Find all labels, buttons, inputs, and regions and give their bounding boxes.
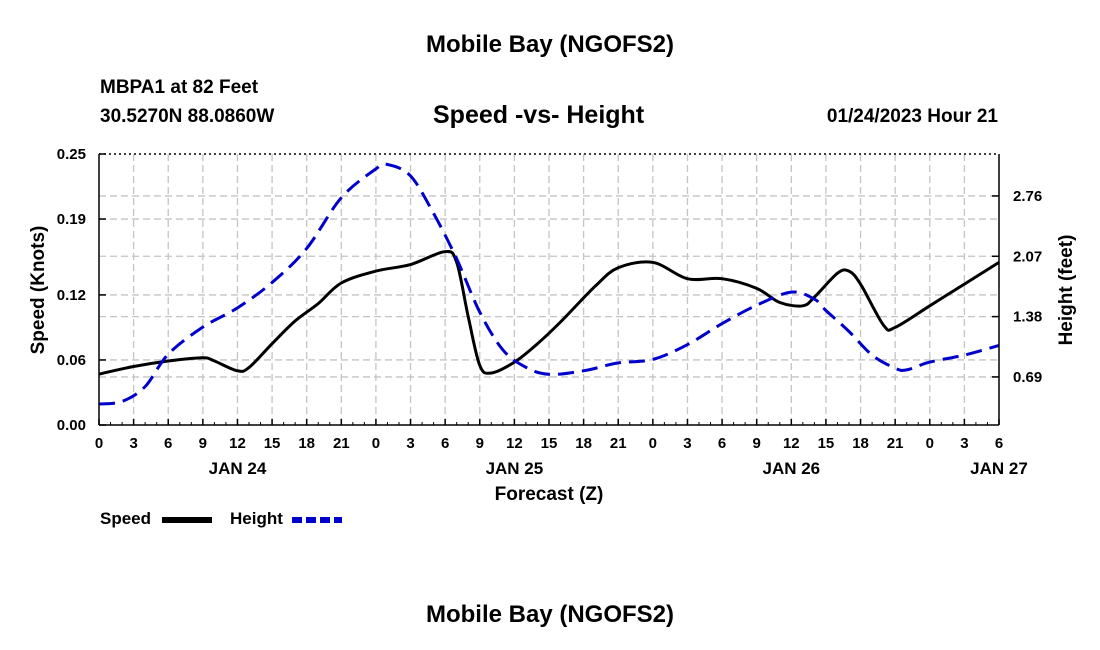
- x-tick-label: 6: [441, 435, 449, 452]
- x-tick-label: 15: [818, 435, 835, 452]
- page-title: Mobile Bay (NGOFS2): [425, 31, 675, 58]
- x-tick-label: 9: [476, 435, 484, 452]
- y2-tick-label: 2.76: [1013, 188, 1042, 205]
- x-tick-label: 21: [333, 435, 350, 452]
- x-tick-label: 9: [753, 435, 761, 452]
- x-tick-label: 12: [229, 435, 246, 452]
- x-tick-label: 0: [95, 435, 103, 452]
- footer-title: Mobile Bay (NGOFS2): [425, 601, 675, 628]
- chart-title: Speed -vs- Height: [433, 101, 645, 129]
- x-tick-label: 12: [506, 435, 523, 452]
- x-tick-label: 0: [926, 435, 934, 452]
- legend-height-label: Height: [230, 509, 283, 528]
- x-tick-label: 6: [995, 435, 1003, 452]
- y2-tick-label: 0.69: [1013, 369, 1042, 386]
- y-axis-label: Speed (Knots): [28, 226, 49, 355]
- date-label: JAN 26: [762, 459, 820, 478]
- x-tick-label: 15: [541, 435, 558, 452]
- y-tick-label: 0.12: [57, 287, 86, 304]
- station-name: MBPA1 at 82 Feet: [100, 77, 259, 98]
- x-tick-label: 3: [129, 435, 137, 452]
- x-tick-label: 6: [164, 435, 172, 452]
- y-tick-label: 0.25: [57, 146, 86, 163]
- x-tick-label: 3: [683, 435, 691, 452]
- x-tick-label: 3: [406, 435, 414, 452]
- x-tick-label: 0: [372, 435, 380, 452]
- x-tick-label: 12: [783, 435, 800, 452]
- x-tick-label: 18: [852, 435, 869, 452]
- x-tick-label: 15: [264, 435, 281, 452]
- x-tick-label: 18: [298, 435, 315, 452]
- series-line-speed: [98, 250, 1000, 376]
- y2-tick-label: 2.07: [1013, 248, 1042, 265]
- y-tick-label: 0.00: [57, 417, 86, 434]
- y-tick-label: 0.06: [57, 352, 86, 369]
- date-label: JAN 24: [209, 459, 267, 478]
- x-tick-label: 6: [718, 435, 726, 452]
- x-tick-label: 0: [649, 435, 657, 452]
- forecast-timestamp: 01/24/2023 Hour 21: [826, 106, 998, 127]
- legend-speed-label: Speed: [100, 509, 152, 528]
- x-tick-label: 3: [960, 435, 968, 452]
- x-tick-label: 9: [199, 435, 207, 452]
- date-label: JAN 27: [970, 459, 1028, 478]
- y2-axis-label: Height (feet): [1056, 235, 1077, 346]
- series-line-height: [98, 162, 1000, 406]
- x-axis-label: Forecast (Z): [495, 484, 604, 505]
- date-label: JAN 25: [486, 459, 544, 478]
- x-tick-label: 21: [887, 435, 904, 452]
- x-tick-label: 18: [575, 435, 592, 452]
- y2-tick-label: 1.38: [1013, 309, 1042, 326]
- y-tick-label: 0.19: [57, 211, 86, 228]
- x-tick-label: 21: [610, 435, 627, 452]
- station-coordinates: 30.5270N 88.0860W: [100, 106, 275, 127]
